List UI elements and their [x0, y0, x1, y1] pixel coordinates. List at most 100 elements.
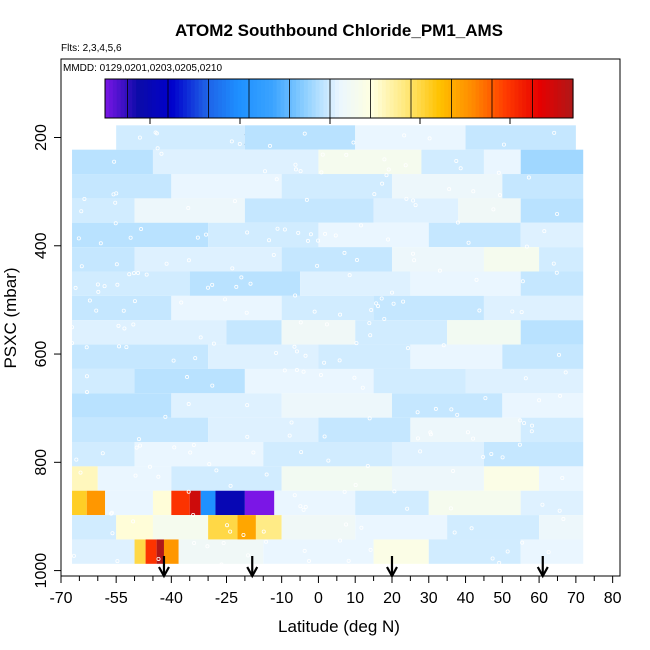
colorbar-cell	[210, 79, 215, 118]
heatmap-cell	[355, 320, 448, 345]
flight-point	[368, 333, 373, 338]
heatmap-cell	[410, 417, 521, 443]
flight-point	[477, 308, 482, 313]
flight-point	[306, 559, 311, 564]
flight-point	[293, 167, 298, 172]
colorbar-cell	[237, 79, 243, 118]
y-tick-label: 800	[33, 449, 50, 476]
colorbar-cell	[233, 79, 239, 118]
flight-point	[390, 290, 395, 295]
flight-point	[526, 175, 531, 180]
heatmap-cell	[483, 247, 540, 272]
flight-point	[402, 133, 407, 138]
flight-point	[131, 322, 136, 327]
x-tick-label: 20	[383, 590, 401, 607]
colorbar-cell	[214, 79, 219, 118]
flight-point	[452, 530, 457, 535]
colorbar-cell	[307, 79, 313, 118]
colorbar-cell	[452, 79, 457, 118]
heatmap-cell	[539, 515, 584, 540]
flight-point	[144, 272, 149, 277]
heatmap-cell	[244, 125, 356, 150]
flight-point	[303, 505, 308, 510]
heatmap-cell	[391, 174, 503, 199]
heatmap-cell	[520, 417, 584, 443]
colorbar-cell	[436, 79, 441, 118]
flight-point	[489, 451, 494, 456]
flight-point	[454, 158, 459, 163]
heatmap-cell	[421, 149, 484, 175]
flight-point	[293, 293, 298, 298]
heatmap-cell	[483, 295, 584, 321]
flight-point	[232, 199, 237, 204]
flight-point	[228, 483, 233, 488]
heatmap-cell	[72, 368, 135, 394]
x-axis-label: Latitude (deg N)	[278, 617, 400, 636]
flight-point	[193, 356, 198, 361]
heatmap-cell	[274, 490, 356, 516]
colorbar-cell	[428, 79, 434, 118]
flight-point	[322, 434, 327, 439]
colorbar-cell	[448, 79, 453, 118]
flight-point	[228, 529, 233, 534]
colorbar-cell	[253, 79, 258, 118]
colorbar-cell	[432, 79, 438, 118]
colorbar-cell	[245, 79, 250, 118]
flight-point	[264, 472, 269, 477]
flight-point	[347, 273, 352, 278]
flight-point	[555, 211, 560, 216]
flight-point	[71, 553, 76, 558]
x-axis: -70 -55 -40 -25 -10 0 10 20 30 40 50 60 70 80	[49, 576, 622, 607]
flight-point	[353, 483, 358, 488]
colorbar-cell	[229, 79, 235, 118]
colorbar-cell	[186, 79, 192, 118]
flight-point	[505, 549, 510, 554]
colorbar-cell	[241, 79, 246, 118]
colorbar-cell	[444, 79, 449, 118]
colorbar-cell	[159, 79, 165, 118]
colorbar-cell	[179, 79, 184, 118]
heatmap-cell	[200, 490, 216, 516]
flight-point	[287, 433, 292, 438]
heatmap-cell	[520, 149, 584, 175]
flight-point	[131, 271, 136, 276]
flight-point	[111, 192, 116, 197]
flight-point	[245, 434, 250, 439]
colorbar-cell	[467, 79, 473, 118]
colorbar-cell	[475, 79, 480, 118]
flight-point	[546, 550, 551, 555]
flight-point	[301, 369, 306, 374]
flight-point	[131, 519, 136, 524]
colorbar-cell	[397, 79, 402, 118]
x-tick-label: -25	[215, 590, 238, 607]
heatmap-cell	[502, 174, 584, 199]
colorbar-cell	[522, 79, 527, 118]
flight-point	[326, 458, 331, 463]
flight-point	[133, 473, 138, 478]
flight-point	[405, 506, 410, 511]
flight-point	[198, 335, 203, 340]
flight-point	[372, 192, 377, 197]
flight-point	[110, 531, 115, 536]
flight-point	[529, 429, 534, 434]
x-tick-label: 60	[530, 590, 548, 607]
heatmap-cell	[72, 539, 135, 564]
colorbar-cell	[342, 79, 348, 118]
flight-point	[382, 316, 387, 321]
colorbar-cell	[331, 79, 336, 118]
flight-point	[466, 240, 471, 245]
heatmap-cell	[116, 515, 153, 540]
plot-frame	[60, 58, 621, 577]
flight-point	[186, 489, 191, 494]
heatmap-cell	[373, 295, 484, 321]
colorbar-cell	[140, 79, 145, 118]
x-tick-label: 80	[604, 590, 622, 607]
x-tick-label: 40	[457, 590, 475, 607]
flight-point	[308, 232, 313, 237]
heatmap-cell	[428, 539, 521, 564]
flight-point	[134, 445, 139, 450]
flight-point	[117, 344, 122, 349]
flight-point	[74, 457, 79, 462]
flight-point	[163, 414, 168, 419]
colorbar-cell	[358, 79, 363, 118]
